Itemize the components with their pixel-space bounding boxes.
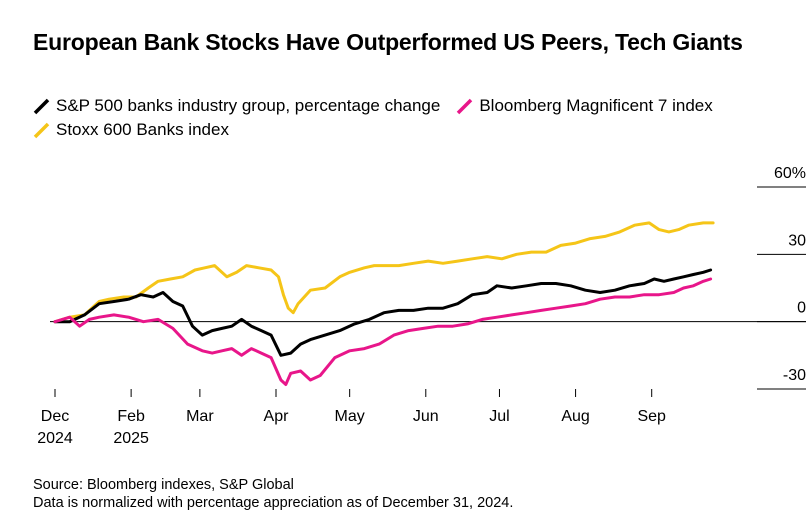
series-line-2: [53, 277, 713, 386]
x-tick-label-1: Feb: [117, 408, 145, 425]
x-tick-label-3: Apr: [264, 408, 290, 425]
legend-swatch-sp500-banks: [33, 98, 50, 114]
legend-item-mag7: Bloomberg Magnificent 7 index: [456, 94, 713, 118]
x-tick-label-0: Dec: [41, 408, 69, 425]
y-tick-label-2: 0: [797, 300, 806, 317]
legend: S&P 500 banks industry group, percentage…: [33, 94, 793, 142]
legend-swatch-stoxx600-banks: [33, 122, 50, 138]
x-tick-label-2: Mar: [186, 408, 214, 425]
series-line-0: [53, 221, 715, 324]
chart-title: European Bank Stocks Have Outperformed U…: [33, 29, 743, 55]
series-line-1: [53, 268, 713, 357]
x-tick-label-8: Sep: [637, 408, 666, 425]
legend-item-stoxx600-banks: Stoxx 600 Banks index: [33, 118, 229, 142]
legend-row-2: Stoxx 600 Banks index: [33, 118, 793, 142]
source-note: Source: Bloomberg indexes, S&P Global Da…: [33, 476, 513, 512]
y-tick-label-1: 30: [788, 232, 806, 249]
legend-item-sp500-banks: S&P 500 banks industry group, percentage…: [33, 94, 440, 118]
x-tick-label-7: Aug: [561, 408, 589, 425]
data-note-line: Data is normalized with percentage appre…: [33, 495, 514, 511]
source-line: Source: Bloomberg indexes, S&P Global: [33, 477, 294, 493]
legend-swatch-mag7: [457, 98, 473, 114]
legend-row-1: S&P 500 banks industry group, percentage…: [33, 94, 793, 118]
y-tick-label-3: -30: [783, 367, 806, 384]
legend-label-sp500-banks: S&P 500 banks industry group, percentage…: [56, 96, 441, 115]
legend-label-stoxx600-banks: Stoxx 600 Banks index: [56, 120, 229, 139]
x-tick-label-6: Jul: [489, 408, 509, 425]
y-tick-label-0: 60%: [774, 165, 806, 182]
legend-label-mag7: Bloomberg Magnificent 7 index: [479, 96, 713, 115]
x-tick-label-5: Jun: [413, 408, 439, 425]
line-chart: 60% 30 0 -30 Dec 2024 Feb 2025 Mar Apr May Jun Jul Au…: [37, 165, 806, 447]
x-tick-year-0: 2024: [37, 430, 73, 447]
x-tick-label-4: May: [335, 408, 365, 425]
x-tick-year-1: 2025: [113, 430, 149, 447]
